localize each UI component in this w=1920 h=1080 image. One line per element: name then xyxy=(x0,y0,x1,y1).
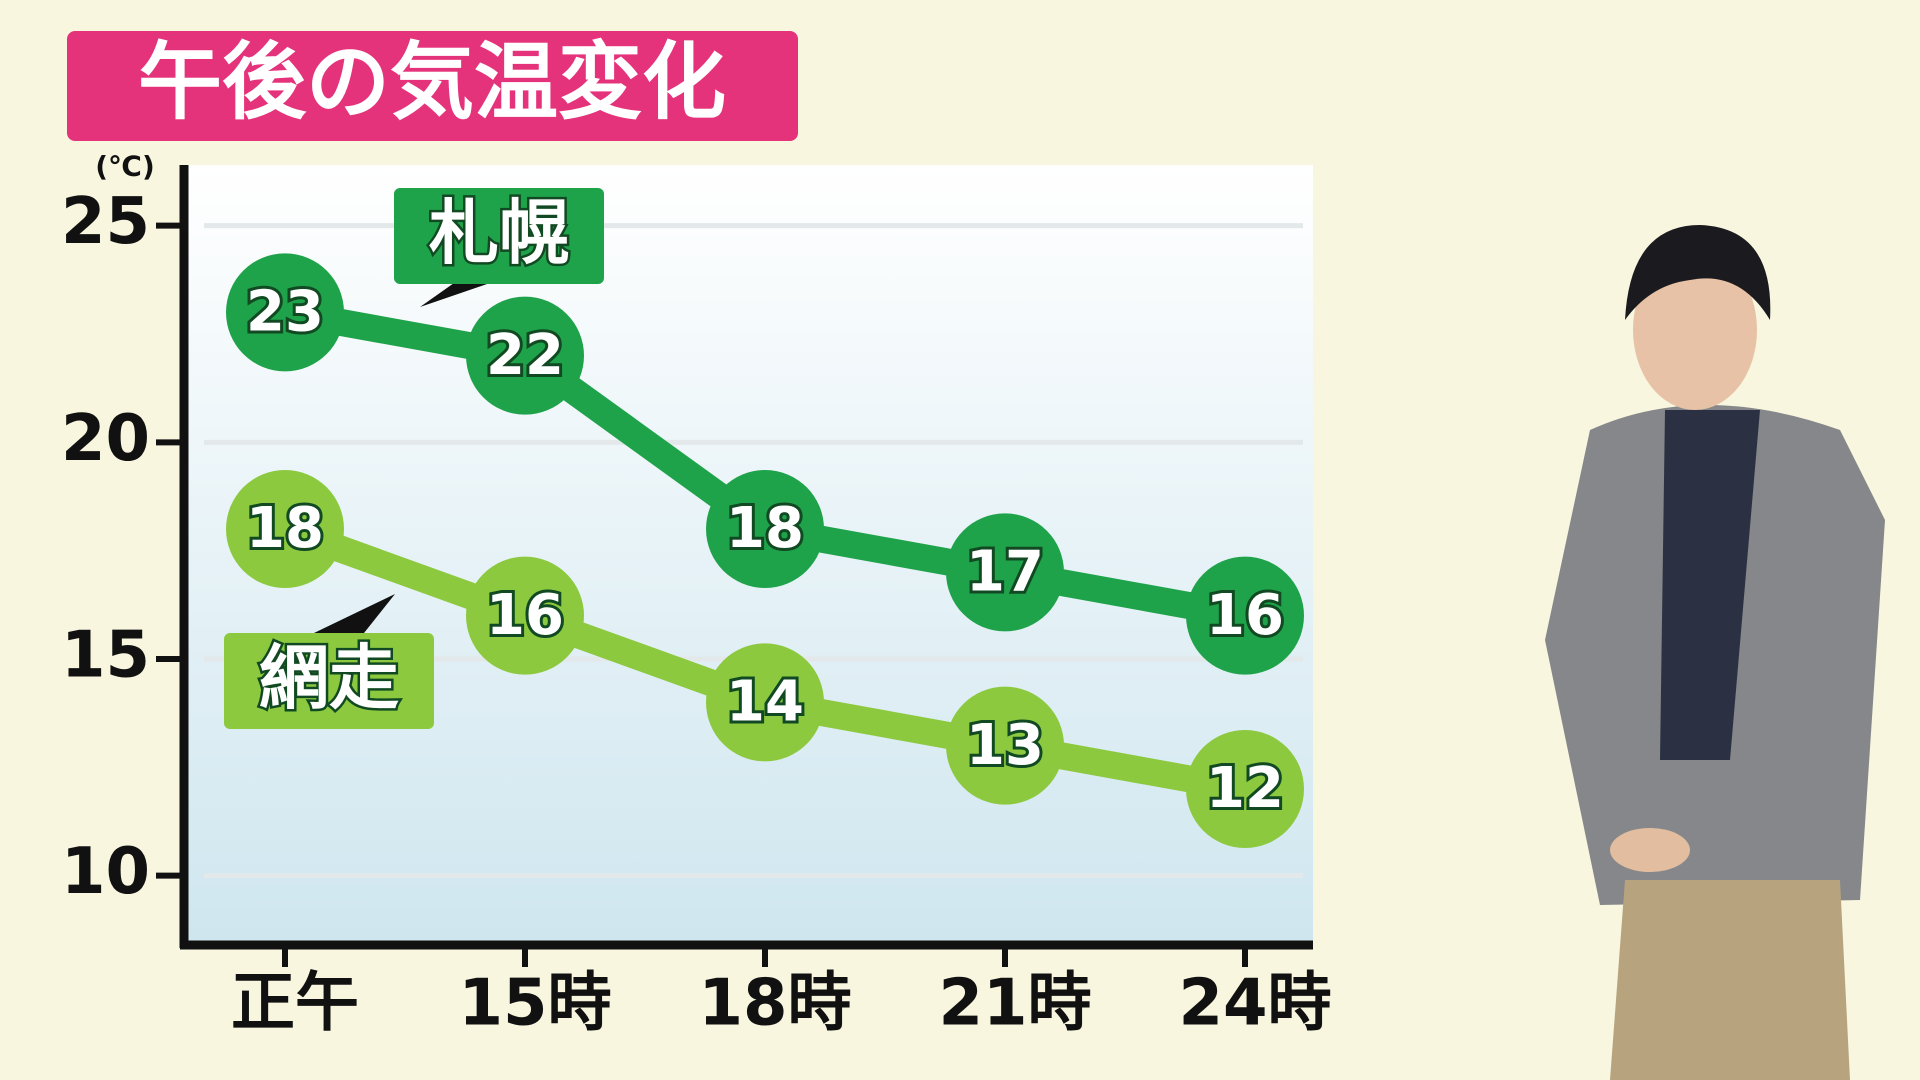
data-point xyxy=(226,470,344,588)
data-label: 12 xyxy=(1206,756,1284,821)
data-label: 23 xyxy=(246,279,324,344)
data-label: 17 xyxy=(966,539,1044,604)
x-tick-label: 正午 xyxy=(231,967,359,1041)
data-point xyxy=(466,556,584,675)
data-label: 14 xyxy=(726,669,804,734)
chart-title: 午後の気温変化 xyxy=(138,33,726,131)
series-tag xyxy=(224,633,434,729)
data-label: 16 xyxy=(1206,583,1284,648)
data-point xyxy=(946,513,1064,632)
data-label: 18 xyxy=(246,496,324,561)
y-tick-label: 25 xyxy=(61,185,150,259)
data-point xyxy=(706,470,824,588)
y-tick-label: 10 xyxy=(61,835,150,909)
data-point xyxy=(226,253,344,372)
presenter xyxy=(1545,225,1885,1080)
data-point xyxy=(706,643,824,762)
legend-label: 網走 xyxy=(259,637,399,719)
y-tick-label: 20 xyxy=(61,402,150,476)
data-point xyxy=(466,296,584,415)
tag-pointer xyxy=(420,283,490,307)
data-label: 18 xyxy=(726,496,804,561)
x-tick-label: 15時 xyxy=(458,967,611,1041)
y-unit: (℃) xyxy=(95,150,155,183)
data-label: 22 xyxy=(486,323,564,388)
data-label: 13 xyxy=(966,713,1044,778)
tag-pointer xyxy=(314,594,395,633)
series-tag xyxy=(394,188,604,284)
title-box xyxy=(67,31,798,141)
legend-label: 札幌 xyxy=(429,192,569,274)
data-label: 16 xyxy=(486,583,564,648)
y-tick-label: 15 xyxy=(61,619,150,693)
x-tick-label: 18時 xyxy=(698,967,851,1041)
x-tick-label: 21時 xyxy=(938,967,1091,1041)
x-tick-label: 24時 xyxy=(1178,967,1331,1041)
data-point xyxy=(1186,556,1304,675)
data-point xyxy=(946,686,1064,805)
data-point xyxy=(1186,730,1304,848)
